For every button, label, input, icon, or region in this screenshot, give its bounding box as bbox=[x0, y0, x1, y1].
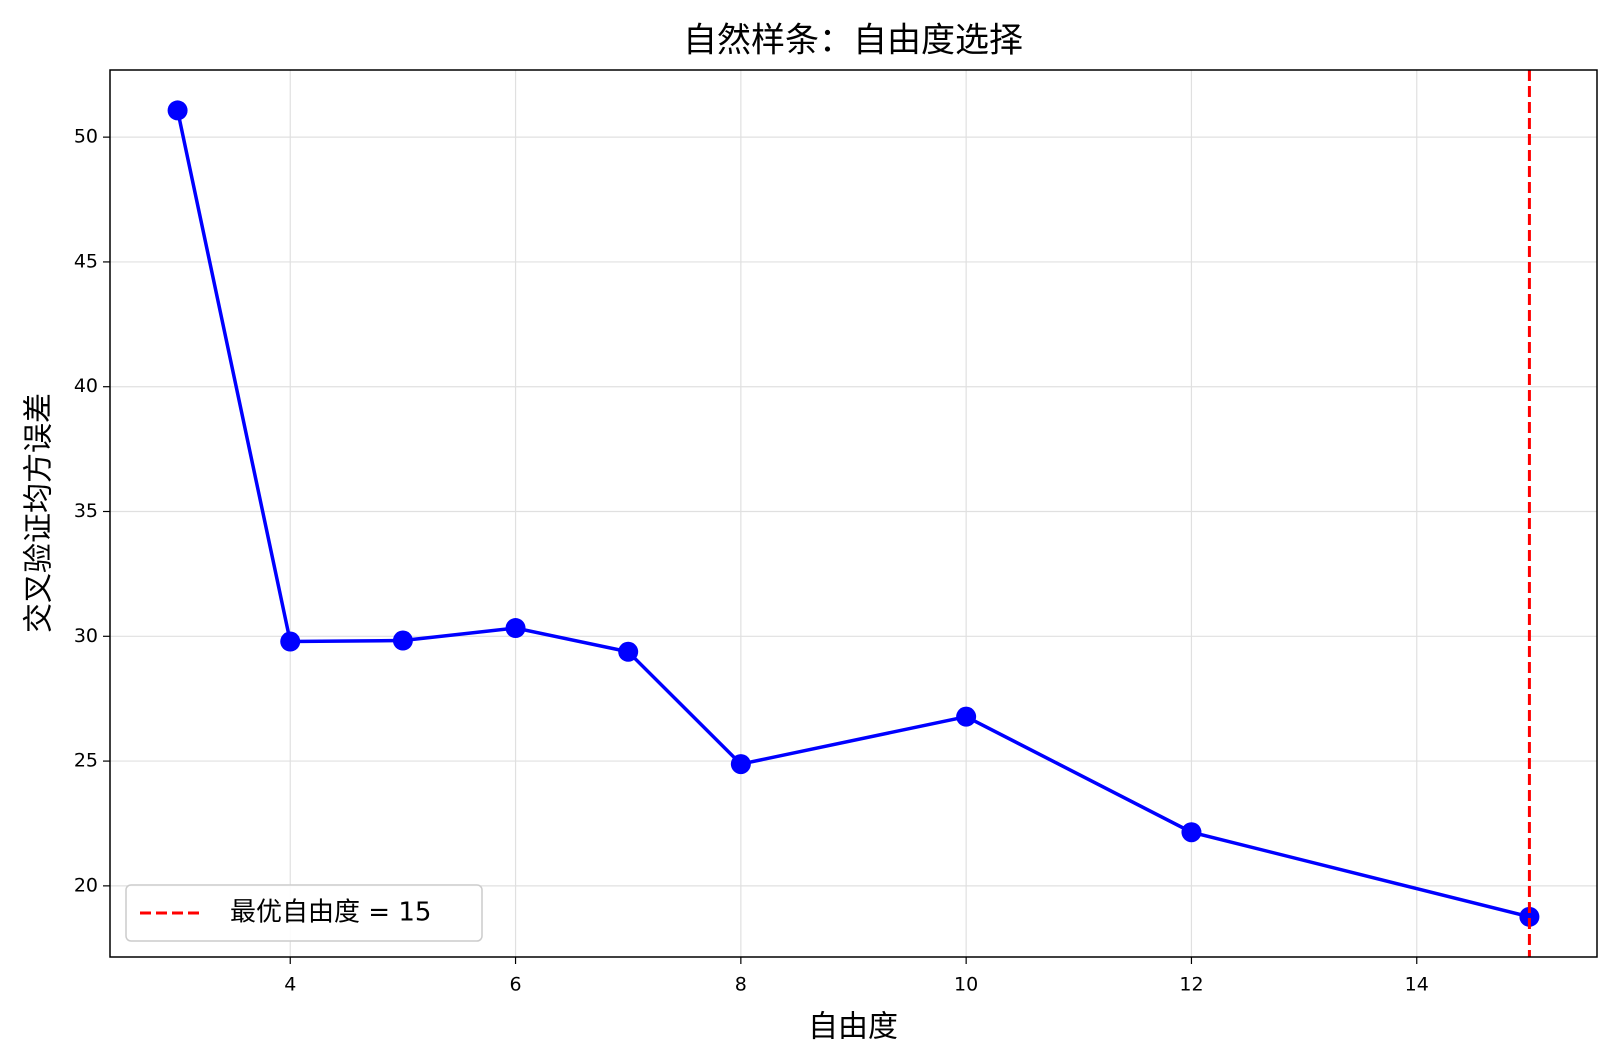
x-tick-label: 4 bbox=[284, 974, 296, 996]
x-axis-label: 自由度 bbox=[808, 1010, 898, 1045]
x-tick-label: 12 bbox=[1179, 974, 1203, 996]
y-tick-label: 30 bbox=[74, 625, 98, 647]
legend-box bbox=[125, 884, 483, 942]
data-point bbox=[956, 706, 977, 727]
chart-title: 自然样条：自由度选择 bbox=[683, 21, 1023, 61]
data-point bbox=[618, 641, 639, 662]
x-tick-label: 14 bbox=[1405, 974, 1429, 996]
x-tick-label: 8 bbox=[735, 974, 747, 996]
data-point bbox=[280, 631, 301, 652]
y-tick-label: 40 bbox=[74, 375, 98, 397]
legend-label: 最优自由度 = 15 bbox=[230, 898, 431, 928]
y-axis-label: 交叉验证均方误差 bbox=[22, 393, 57, 633]
plot-frame bbox=[109, 69, 1598, 958]
data-point bbox=[1519, 906, 1540, 927]
data-line bbox=[175, 110, 1530, 919]
data-point bbox=[505, 618, 526, 639]
data-point bbox=[392, 630, 413, 651]
x-tick-label: 10 bbox=[954, 974, 978, 996]
data-point bbox=[1181, 822, 1202, 843]
y-tick-label: 45 bbox=[74, 250, 98, 272]
data-point bbox=[167, 100, 188, 121]
x-tick-label: 6 bbox=[509, 974, 521, 996]
y-tick-label: 35 bbox=[74, 500, 98, 522]
data-point bbox=[730, 754, 751, 775]
y-tick-label: 50 bbox=[74, 126, 98, 148]
y-tick-label: 20 bbox=[74, 874, 98, 896]
y-tick-label: 25 bbox=[74, 750, 98, 772]
